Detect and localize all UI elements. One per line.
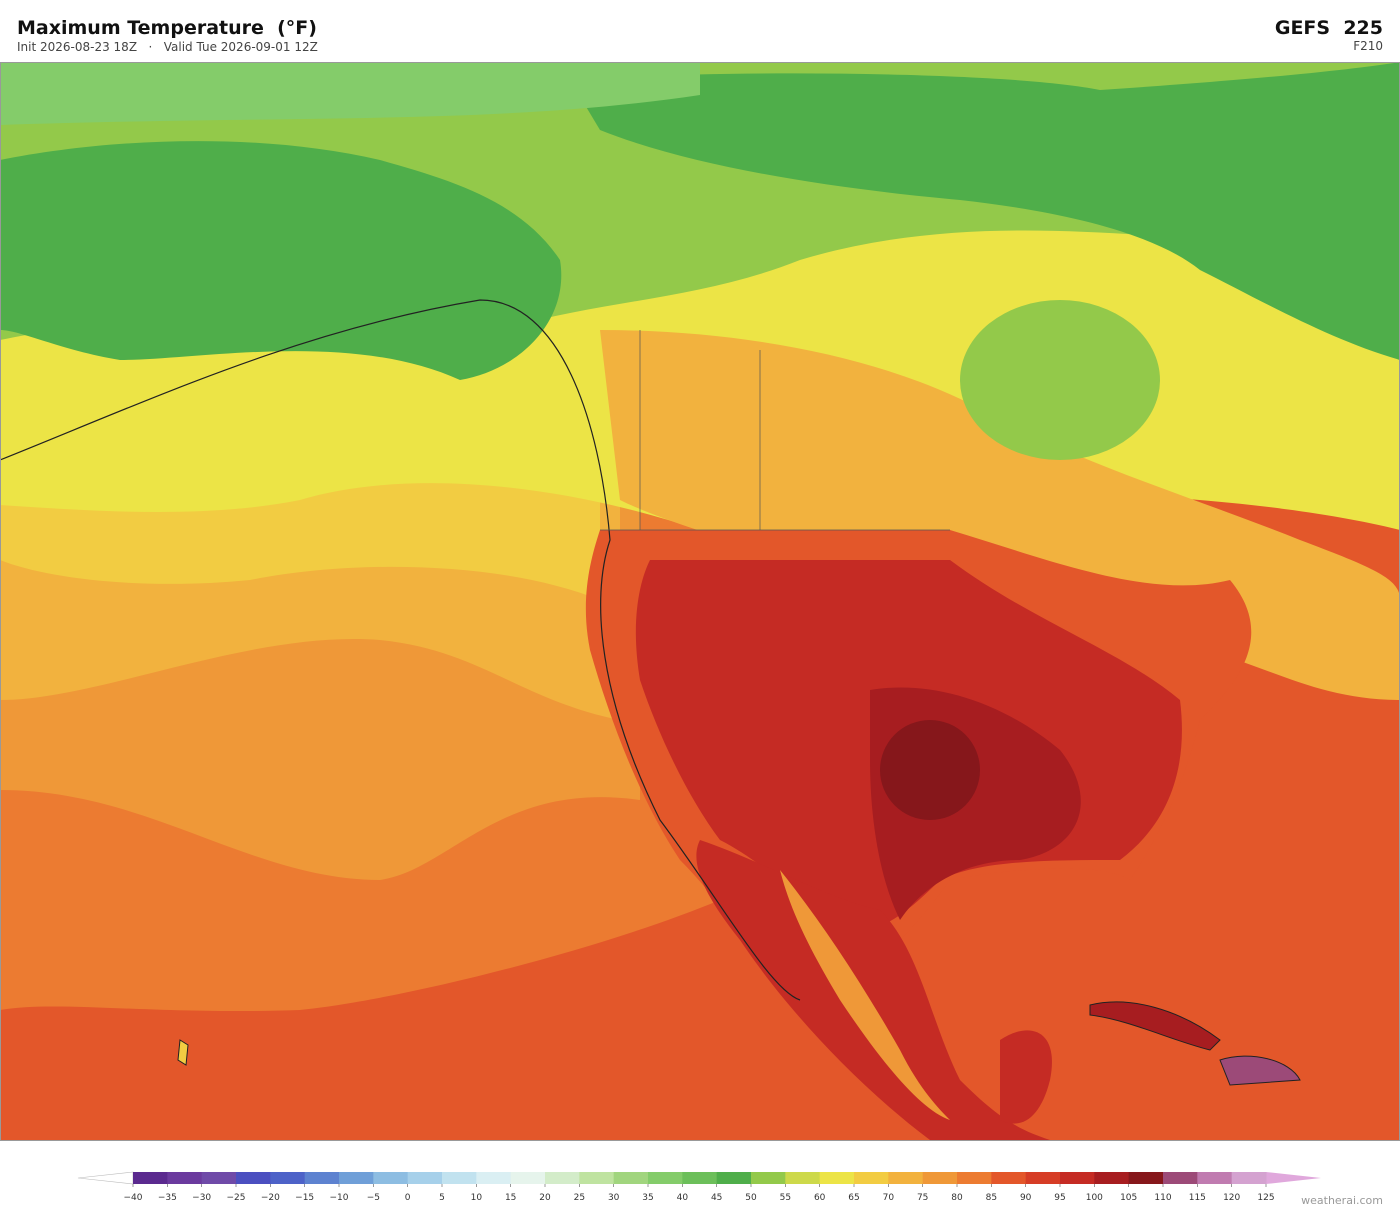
- tick-label: −10: [330, 1193, 349, 1203]
- color-bin: [854, 1172, 889, 1184]
- color-bin: [201, 1172, 237, 1184]
- tick-label: 90: [1020, 1193, 1032, 1203]
- title: Maximum Temperature (°F): [17, 17, 317, 39]
- color-bin: [716, 1172, 752, 1184]
- color-bin: [1197, 1172, 1233, 1184]
- forecast-hour: F210: [1353, 39, 1383, 53]
- tick-label: 125: [1257, 1193, 1274, 1203]
- color-bin: [579, 1172, 615, 1184]
- color-bin: [442, 1172, 477, 1184]
- color-bin: [167, 1172, 203, 1184]
- color-bin: [957, 1172, 992, 1184]
- tick-label: 105: [1120, 1193, 1137, 1203]
- tick-label: −15: [295, 1193, 314, 1203]
- color-bin: [922, 1172, 958, 1184]
- tick-label: −40: [124, 1193, 143, 1203]
- watermark: weatherai.com: [1301, 1194, 1383, 1207]
- color-bin: [545, 1172, 580, 1184]
- tick-label: 25: [574, 1193, 585, 1203]
- tick-label: −35: [158, 1193, 177, 1203]
- map: [0, 62, 1400, 1141]
- tick-label: 115: [1189, 1193, 1206, 1203]
- subtitle: Init 2026-08-23 18Z · Valid Tue 2026-09-…: [17, 40, 318, 54]
- color-bin: [407, 1172, 443, 1184]
- tick-label: 70: [883, 1193, 895, 1203]
- color-bin: [613, 1172, 649, 1184]
- color-bin: [819, 1172, 855, 1184]
- color-bin: [270, 1172, 306, 1184]
- tick-label: 110: [1154, 1193, 1171, 1203]
- color-bin: [682, 1172, 718, 1184]
- color-bin: [1025, 1172, 1061, 1184]
- colorbar: −40 −35 −30 −25 −20 −15 −10 −5 0 5 10 15 20 25 30 35 40 4…: [77, 1171, 1321, 1203]
- tick-label: 45: [711, 1193, 722, 1203]
- tick-label: 30: [608, 1193, 620, 1203]
- tick-label: 60: [814, 1193, 826, 1203]
- tick-label: 0: [405, 1193, 411, 1203]
- tick-label: 95: [1054, 1193, 1065, 1203]
- tick-label: 5: [439, 1193, 445, 1203]
- color-bin: [1060, 1172, 1095, 1184]
- color-bin: [510, 1172, 546, 1184]
- color-bin: [133, 1172, 168, 1184]
- colorbar-under: [77, 1171, 134, 1185]
- tick-label: 35: [642, 1193, 653, 1203]
- tick-label: −20: [261, 1193, 280, 1203]
- tick-label: 15: [505, 1193, 516, 1203]
- tick-label: 40: [677, 1193, 689, 1203]
- tick-label: −30: [192, 1193, 211, 1203]
- color-bin: [888, 1172, 924, 1184]
- color-bin: [1128, 1172, 1164, 1184]
- tick-label: 75: [917, 1193, 928, 1203]
- model-name: GEFS 225: [1275, 17, 1383, 39]
- color-bin: [373, 1172, 409, 1184]
- color-bin: [751, 1172, 786, 1184]
- color-bin: [648, 1172, 683, 1184]
- color-bin: [304, 1172, 340, 1184]
- tick-label: 100: [1086, 1193, 1103, 1203]
- tick-label: 10: [471, 1193, 483, 1203]
- color-bin: [1163, 1172, 1198, 1184]
- color-bin: [991, 1172, 1027, 1184]
- tick-label: 80: [951, 1193, 963, 1203]
- colorbar-over: [1266, 1172, 1321, 1184]
- color-bin: [785, 1172, 821, 1184]
- color-bin: [1231, 1172, 1267, 1184]
- tick-label: 65: [848, 1193, 859, 1203]
- color-bin: [339, 1172, 374, 1184]
- tick-label: 20: [539, 1193, 551, 1203]
- tick-label: 85: [986, 1193, 997, 1203]
- tick-label: −5: [367, 1193, 380, 1203]
- tick-label: −25: [227, 1193, 246, 1203]
- tick-label: 120: [1223, 1193, 1240, 1203]
- tick-label: 55: [780, 1193, 791, 1203]
- color-bin: [1094, 1172, 1130, 1184]
- color-bin: [236, 1172, 271, 1184]
- tick-label: 50: [745, 1193, 757, 1203]
- color-bin: [476, 1172, 512, 1184]
